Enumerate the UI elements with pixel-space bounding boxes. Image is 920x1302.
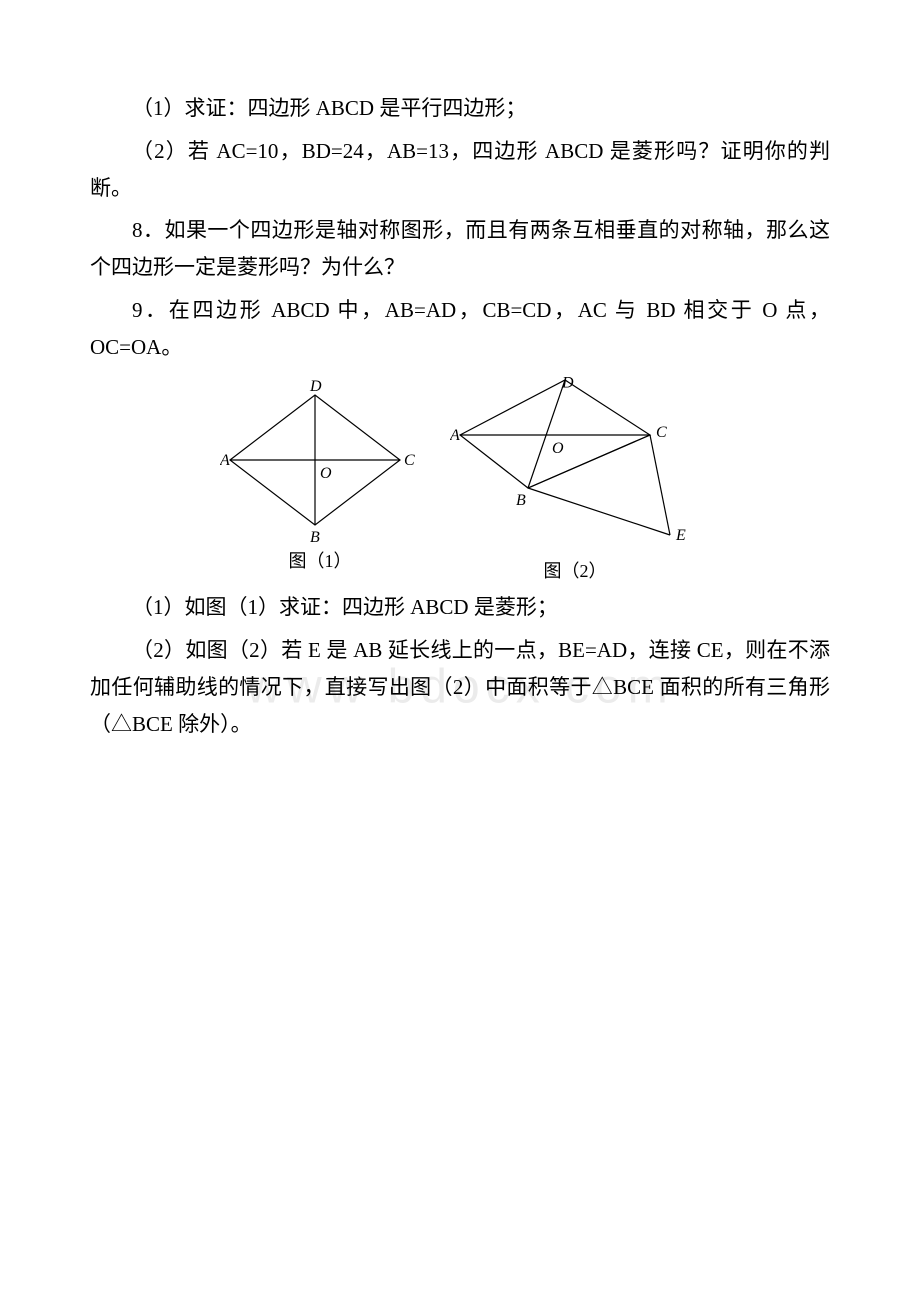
fig2-line-bc [528, 435, 650, 488]
fig2-label-a: A [450, 427, 460, 444]
figure-2-caption: 图（2） [544, 557, 607, 583]
figures-row: A B C D O 图（1） A [90, 375, 830, 583]
fig2-label-e: E [675, 527, 686, 544]
figure-1-wrap: A B C D O 图（1） [220, 375, 420, 583]
fig1-label-o: O [320, 465, 332, 482]
fig2-label-b: B [516, 492, 526, 509]
fig1-label-b: B [310, 529, 320, 545]
q9-stem: 9．在四边形 ABCD 中，AB=AD，CB=CD，AC 与 BD 相交于 O … [90, 292, 830, 366]
fig2-quad-abcd [460, 380, 650, 488]
watermark-container: www bdocx com （2）如图（2）若 E 是 AB 延长线上的一点，B… [90, 632, 830, 742]
q9-part2: （2）如图（2）若 E 是 AB 延长线上的一点，BE=AD，连接 CE，则在不… [90, 632, 830, 742]
fig2-line-ce [650, 435, 670, 535]
figure-2-wrap: A B C D E O 图（2） [450, 375, 700, 583]
figure-1-svg: A B C D O [220, 375, 420, 545]
q8: 8．如果一个四边形是轴对称图形，而且有两条互相垂直的对称轴，那么这个四边形一定是… [90, 212, 830, 286]
q7-part1: （1）求证：四边形 ABCD 是平行四边形； [90, 90, 830, 127]
fig1-label-a: A [220, 452, 230, 469]
fig1-label-c: C [404, 452, 415, 469]
q7-part2: （2）若 AC=10，BD=24，AB=13，四边形 ABCD 是菱形吗？证明你… [90, 133, 830, 207]
figure-2-svg: A B C D E O [450, 375, 700, 555]
fig2-label-d: D [561, 375, 574, 391]
q9-part1: （1）如图（1）求证：四边形 ABCD 是菱形； [90, 589, 830, 626]
fig2-line-be [528, 488, 670, 535]
figure-1-caption: 图（1） [289, 547, 352, 573]
fig2-label-c: C [656, 424, 667, 441]
fig2-label-o: O [552, 440, 564, 457]
fig1-label-d: D [309, 378, 322, 395]
